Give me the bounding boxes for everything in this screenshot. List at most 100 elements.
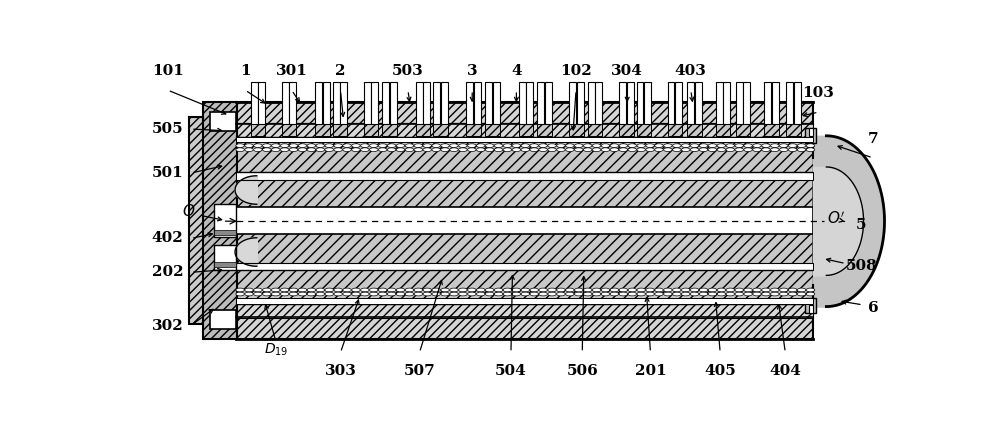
Circle shape [601, 148, 610, 151]
Circle shape [307, 292, 316, 296]
Circle shape [771, 292, 779, 296]
Circle shape [788, 148, 797, 151]
Circle shape [378, 148, 387, 151]
Circle shape [619, 148, 628, 151]
Circle shape [717, 144, 726, 147]
Circle shape [699, 288, 708, 292]
Circle shape [646, 144, 654, 147]
Circle shape [494, 144, 503, 147]
Circle shape [343, 144, 351, 147]
Circle shape [387, 144, 396, 147]
Bar [485, 81, 492, 124]
Bar [236, 298, 813, 304]
Bar [736, 81, 743, 124]
Circle shape [236, 144, 244, 147]
Circle shape [352, 288, 360, 292]
Circle shape [236, 288, 244, 292]
Circle shape [539, 288, 547, 292]
Circle shape [441, 144, 449, 147]
Circle shape [753, 144, 761, 147]
Bar [675, 81, 682, 124]
Circle shape [557, 288, 565, 292]
Bar [315, 81, 322, 124]
Circle shape [690, 292, 699, 296]
Circle shape [797, 144, 806, 147]
Circle shape [673, 144, 681, 147]
Circle shape [664, 288, 672, 292]
Circle shape [655, 144, 663, 147]
Circle shape [298, 148, 307, 151]
Bar [588, 81, 595, 124]
Circle shape [289, 144, 298, 147]
Circle shape [548, 148, 556, 151]
Circle shape [236, 148, 244, 151]
Circle shape [530, 288, 538, 292]
Circle shape [655, 292, 663, 296]
Circle shape [352, 148, 360, 151]
Bar [526, 81, 533, 124]
Bar [786, 123, 801, 136]
Circle shape [263, 288, 271, 292]
Bar [236, 317, 813, 339]
Bar [794, 81, 801, 124]
Circle shape [370, 144, 378, 147]
Circle shape [548, 144, 556, 147]
Bar [210, 310, 236, 329]
Circle shape [414, 288, 423, 292]
Bar [433, 81, 440, 124]
Circle shape [512, 144, 521, 147]
Circle shape [655, 148, 663, 151]
Circle shape [601, 144, 610, 147]
Circle shape [361, 144, 369, 147]
Circle shape [325, 144, 333, 147]
Circle shape [512, 148, 521, 151]
Circle shape [681, 288, 690, 292]
Circle shape [361, 288, 369, 292]
Bar [716, 123, 730, 136]
Circle shape [583, 148, 592, 151]
Bar [214, 262, 236, 267]
Polygon shape [813, 178, 838, 265]
Circle shape [797, 292, 806, 296]
Circle shape [245, 292, 253, 296]
Bar [588, 123, 602, 136]
Text: 301: 301 [276, 64, 308, 78]
Bar [236, 172, 813, 180]
Circle shape [503, 148, 512, 151]
Circle shape [494, 288, 503, 292]
Text: 402: 402 [152, 231, 184, 246]
Circle shape [280, 144, 289, 147]
Bar [519, 123, 533, 136]
Text: 403: 403 [675, 64, 707, 78]
Bar [668, 123, 682, 136]
Bar [466, 81, 473, 124]
Circle shape [512, 292, 521, 296]
Circle shape [289, 148, 298, 151]
Circle shape [583, 292, 592, 296]
Circle shape [557, 292, 565, 296]
Bar [236, 137, 813, 209]
Text: 302: 302 [152, 319, 184, 333]
Circle shape [619, 144, 628, 147]
Circle shape [717, 292, 726, 296]
Circle shape [539, 292, 547, 296]
Circle shape [316, 292, 325, 296]
Circle shape [316, 288, 325, 292]
Circle shape [575, 288, 583, 292]
Text: 6: 6 [868, 301, 878, 315]
Polygon shape [235, 176, 257, 204]
Circle shape [307, 288, 316, 292]
Circle shape [637, 144, 645, 147]
Circle shape [432, 288, 440, 292]
Circle shape [494, 292, 503, 296]
Circle shape [405, 144, 414, 147]
Circle shape [459, 292, 467, 296]
Text: 103: 103 [803, 86, 835, 100]
Circle shape [539, 148, 547, 151]
Bar [545, 81, 552, 124]
Circle shape [699, 148, 708, 151]
Circle shape [735, 292, 743, 296]
Circle shape [280, 288, 289, 292]
Circle shape [539, 144, 547, 147]
Bar [371, 81, 378, 124]
